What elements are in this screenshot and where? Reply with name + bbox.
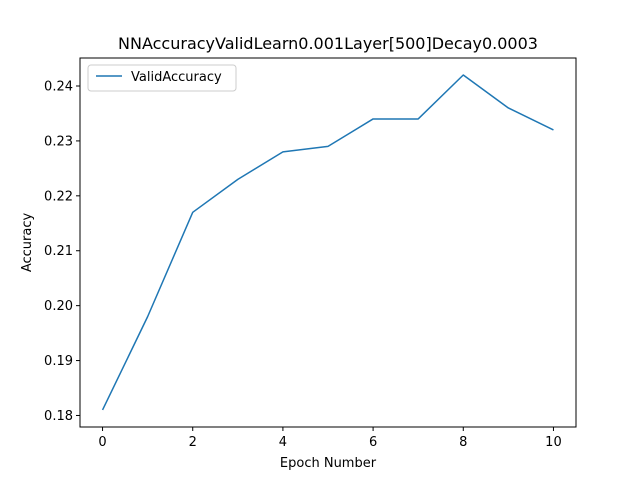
x-tick-label: 4 <box>279 435 287 450</box>
y-tick-label: 0.22 <box>44 189 73 204</box>
plot-area-frame <box>79 57 577 428</box>
legend-label-validaccuracy: ValidAccuracy <box>131 70 222 85</box>
x-tick-label: 10 <box>545 435 562 450</box>
legend-box <box>87 64 237 92</box>
legend: ValidAccuracy <box>87 64 237 92</box>
x-tick-label: 0 <box>98 435 106 450</box>
y-tick-label: 0.20 <box>44 299 73 314</box>
y-tick-label: 0.23 <box>44 134 73 149</box>
y-tick-label: 0.19 <box>44 354 73 369</box>
y-tick-label: 0.18 <box>44 409 73 424</box>
x-tick-label: 8 <box>459 435 467 450</box>
x-axis-ticks: 0 2 4 6 8 10 <box>98 427 562 450</box>
y-tick-label: 0.21 <box>44 244 73 259</box>
x-tick-label: 6 <box>369 435 377 450</box>
series-line-validaccuracy <box>101 74 554 411</box>
y-tick-label: 0.24 <box>44 80 73 95</box>
y-axis-label: Accuracy <box>20 213 35 273</box>
chart-title: NNAccuracyValidLearn0.001Layer[500]Decay… <box>118 34 538 53</box>
x-axis-label: Epoch Number <box>280 456 377 471</box>
x-tick-label: 2 <box>189 435 197 450</box>
series-layer <box>101 74 554 411</box>
y-axis-ticks: 0.18 0.19 0.20 0.21 0.22 0.23 0.24 <box>44 80 80 424</box>
